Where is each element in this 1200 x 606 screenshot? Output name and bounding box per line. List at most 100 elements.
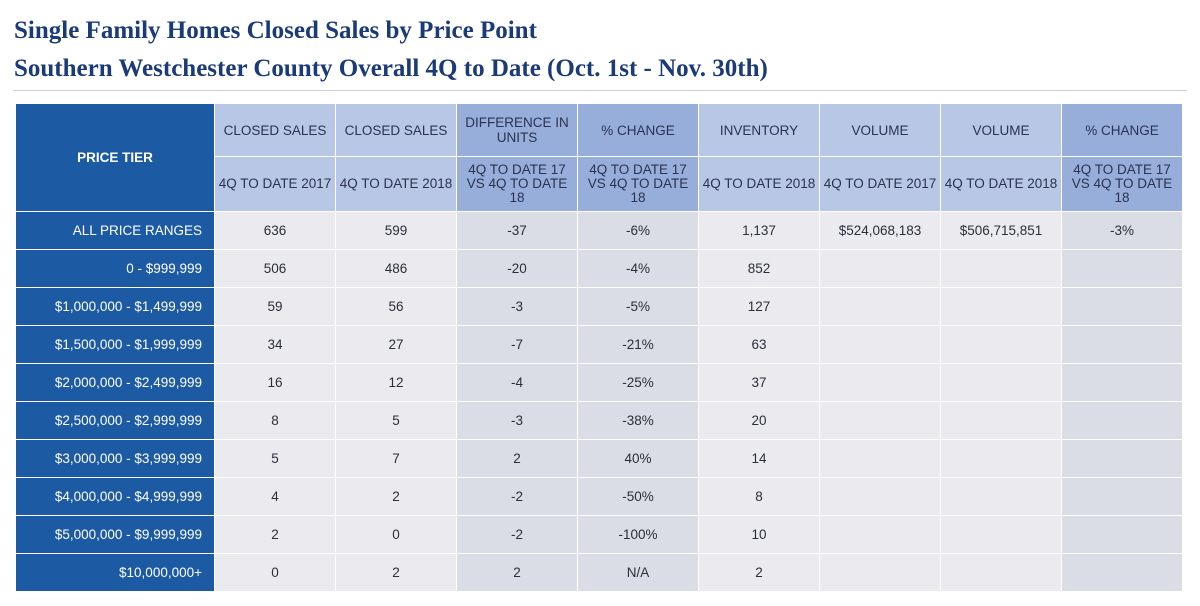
table-cell	[820, 326, 940, 363]
table-cell: 63	[699, 326, 819, 363]
column-subheader-6: 4Q TO DATE 2017	[820, 157, 940, 211]
table-cell: 2	[699, 554, 819, 591]
table-cell: 12	[336, 364, 456, 401]
table-cell: 8	[215, 402, 335, 439]
table-cell: 7	[336, 440, 456, 477]
table-cell	[1062, 326, 1182, 363]
table-cell: 5	[336, 402, 456, 439]
table-cell: 20	[699, 402, 819, 439]
table-cell: 599	[336, 212, 456, 249]
column-header-7: VOLUME	[941, 104, 1061, 156]
table-cell	[941, 478, 1061, 515]
table-cell: 37	[699, 364, 819, 401]
table-cell: 5	[215, 440, 335, 477]
table-cell	[820, 516, 940, 553]
table-cell: -4	[457, 364, 577, 401]
price-tier-header: PRICE TIER	[16, 104, 214, 211]
table-cell: 2	[457, 554, 577, 591]
table-cell: -25%	[578, 364, 698, 401]
column-subheader-2: 4Q TO DATE 2018	[336, 157, 456, 211]
title-block: Single Family Homes Closed Sales by Pric…	[14, 12, 768, 88]
table-cell: -38%	[578, 402, 698, 439]
table-cell: -100%	[578, 516, 698, 553]
price-tier-label: ALL PRICE RANGES	[16, 212, 214, 249]
table-cell: 34	[215, 326, 335, 363]
table-cell: $524,068,183	[820, 212, 940, 249]
table-cell	[1062, 288, 1182, 325]
table-cell: 14	[699, 440, 819, 477]
column-subheader-7: 4Q TO DATE 2018	[941, 157, 1061, 211]
table-cell	[941, 516, 1061, 553]
table-cell: -3%	[1062, 212, 1182, 249]
table-cell: -4%	[578, 250, 698, 287]
table-cell: 2	[457, 440, 577, 477]
column-subheader-8: 4Q TO DATE 17 VS 4Q TO DATE 18	[1062, 157, 1182, 211]
table-cell: 636	[215, 212, 335, 249]
table-cell	[820, 440, 940, 477]
price-tier-label: $1,500,000 - $1,999,999	[16, 326, 214, 363]
table-cell	[1062, 516, 1182, 553]
table-cell	[941, 440, 1061, 477]
column-header-4: % CHANGE	[578, 104, 698, 156]
table-cell	[941, 288, 1061, 325]
table-cell	[820, 402, 940, 439]
column-subheader-1: 4Q TO DATE 2017	[215, 157, 335, 211]
column-subheader-3: 4Q TO DATE 17 VS 4Q TO DATE 18	[457, 157, 577, 211]
price-tier-label: $4,000,000 - $4,999,999	[16, 478, 214, 515]
table-cell	[1062, 554, 1182, 591]
table-cell: -5%	[578, 288, 698, 325]
table-cell	[941, 402, 1061, 439]
table-cell	[820, 364, 940, 401]
table-cell: 10	[699, 516, 819, 553]
price-tier-label: 0 - $999,999	[16, 250, 214, 287]
price-tier-label: $2,500,000 - $2,999,999	[16, 402, 214, 439]
table-cell: -6%	[578, 212, 698, 249]
table-cell	[1062, 402, 1182, 439]
table-cell	[820, 478, 940, 515]
column-header-2: CLOSED SALES	[336, 104, 456, 156]
table-cell: 506	[215, 250, 335, 287]
table-cell: $506,715,851	[941, 212, 1061, 249]
table-cell: 16	[215, 364, 335, 401]
table-cell	[941, 364, 1061, 401]
table-cell: 852	[699, 250, 819, 287]
column-subheader-4: 4Q TO DATE 17 VS 4Q TO DATE 18	[578, 157, 698, 211]
table-cell: 1,137	[699, 212, 819, 249]
table-cell: -37	[457, 212, 577, 249]
table-cell: 4	[215, 478, 335, 515]
page-subtitle: Southern Westchester County Overall 4Q t…	[14, 55, 768, 82]
table-cell: -20	[457, 250, 577, 287]
table-cell	[941, 250, 1061, 287]
column-subheader-5: 4Q TO DATE 2018	[699, 157, 819, 211]
table-cell: -7	[457, 326, 577, 363]
table-cell	[941, 326, 1061, 363]
table-cell	[941, 554, 1061, 591]
column-header-6: VOLUME	[820, 104, 940, 156]
column-header-3: DIFFERENCE IN UNITS	[457, 104, 577, 156]
table-cell: -3	[457, 288, 577, 325]
table-cell	[1062, 478, 1182, 515]
table-cell: 2	[336, 478, 456, 515]
table-cell: -3	[457, 402, 577, 439]
table-cell: 0	[336, 516, 456, 553]
table-cell: 56	[336, 288, 456, 325]
table-cell: 40%	[578, 440, 698, 477]
column-header-1: CLOSED SALES	[215, 104, 335, 156]
price-tier-label: $5,000,000 - $9,999,999	[16, 516, 214, 553]
table-cell: -21%	[578, 326, 698, 363]
table-cell: 0	[215, 554, 335, 591]
table-cell	[1062, 250, 1182, 287]
price-tier-label: $2,000,000 - $2,499,999	[16, 364, 214, 401]
table-cell: 27	[336, 326, 456, 363]
page-title: Single Family Homes Closed Sales by Pric…	[14, 17, 537, 44]
table-cell	[1062, 440, 1182, 477]
table-cell: -50%	[578, 478, 698, 515]
price-tier-label: $1,000,000 - $1,499,999	[16, 288, 214, 325]
column-header-5: INVENTORY	[699, 104, 819, 156]
table-cell: 2	[336, 554, 456, 591]
table-cell	[1062, 364, 1182, 401]
table-cell	[820, 554, 940, 591]
table-cell: -2	[457, 478, 577, 515]
table-cell: 8	[699, 478, 819, 515]
sales-table: PRICE TIER CLOSED SALES 4Q TO DATE 2017 CL…	[16, 104, 1182, 591]
